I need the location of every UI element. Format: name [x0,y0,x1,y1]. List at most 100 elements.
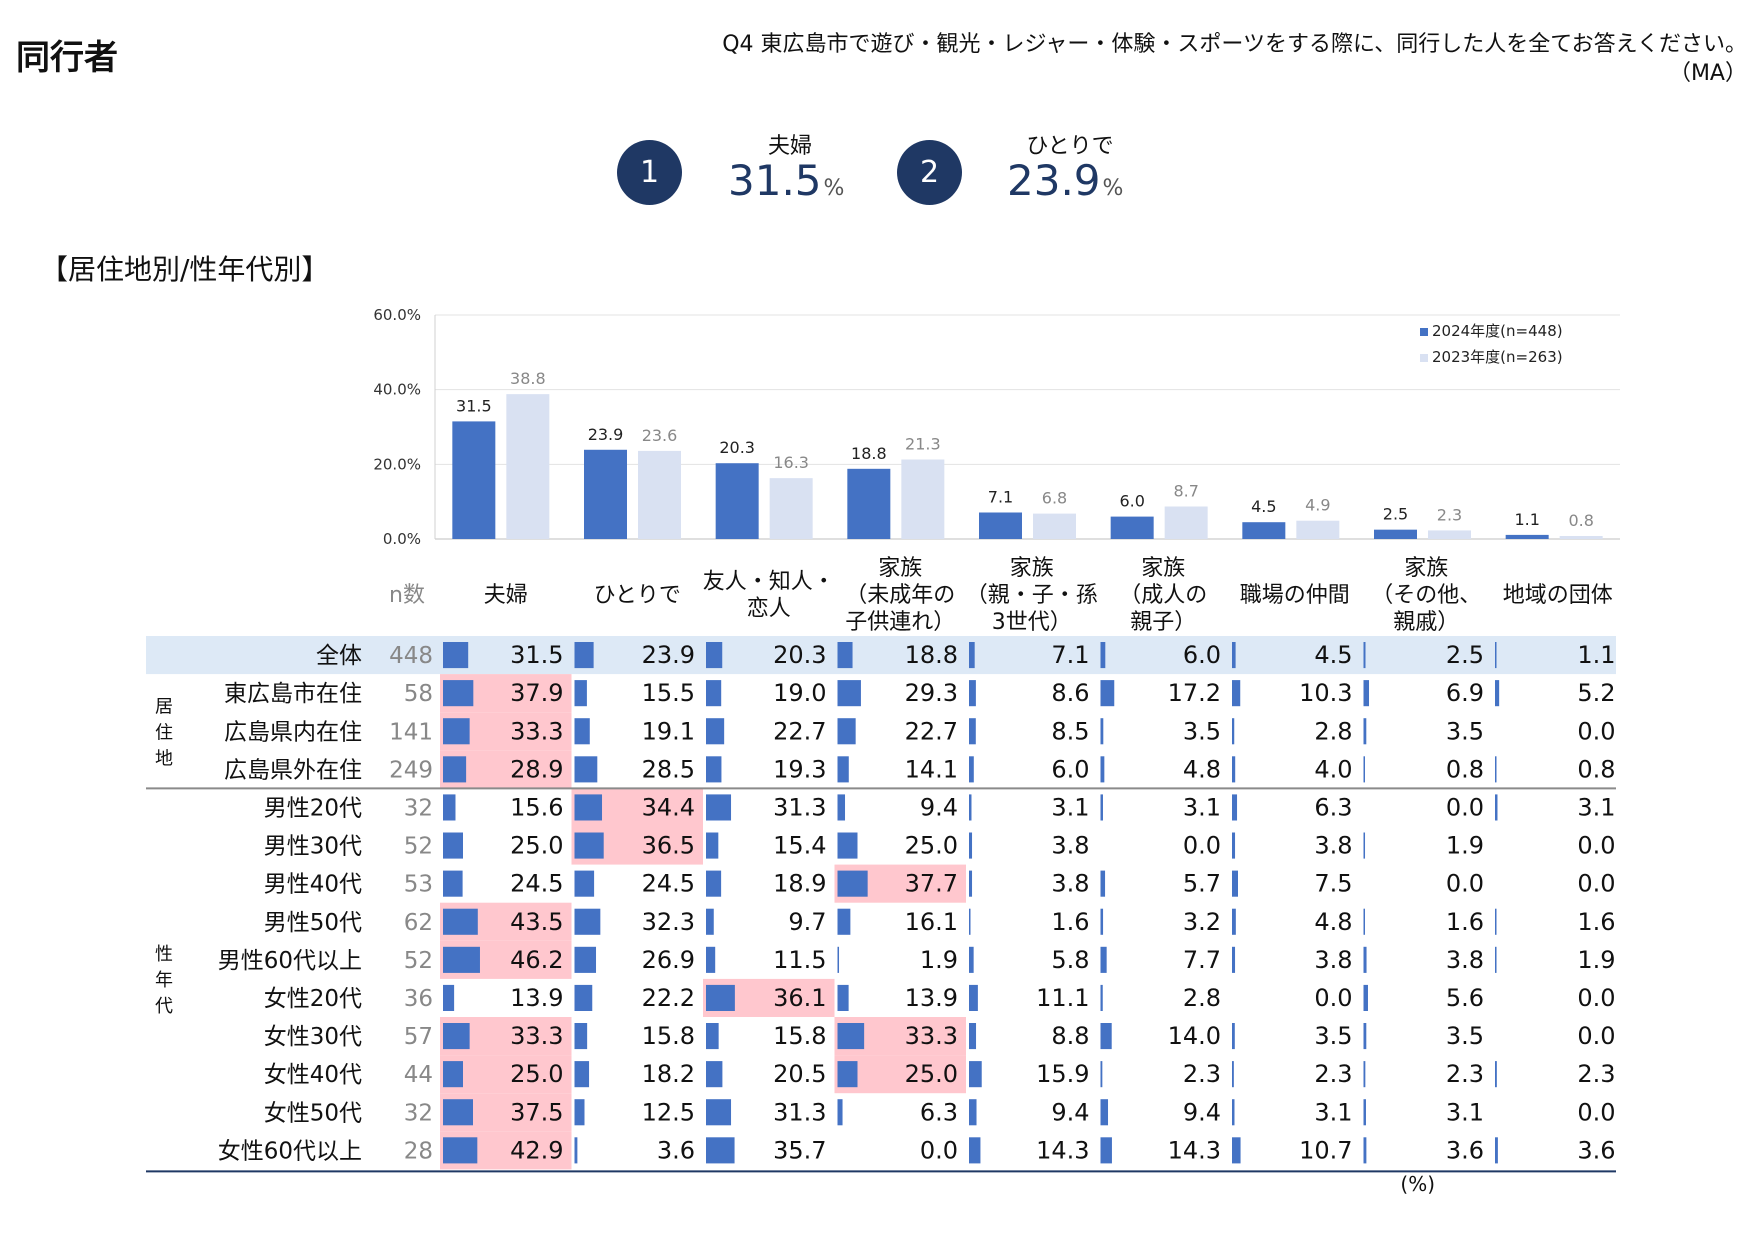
bar-2023 [901,459,945,539]
cell-value: 3.8 [1314,832,1352,860]
cell-bar [1495,680,1500,707]
row-n: 52 [404,834,433,860]
cell-value: 25.0 [510,832,563,860]
cell-bar [443,756,467,783]
row-label: 男性60代以上 [218,948,362,974]
bar-2024 [1242,522,1286,539]
row-n: 448 [389,643,433,669]
row-n: 32 [404,795,433,821]
cell-bar [1495,756,1497,783]
total-row-bg [146,636,1616,675]
bar-chart: 0.0% 20.0% 40.0% 60.0% 31.5 38.8 23.9 23.6 20.3 1… [373,306,1620,548]
cell-value: 2.3 [1314,1060,1352,1088]
cell-bar [706,1061,723,1088]
cell-value: 36.5 [642,832,695,860]
cell-value: 1.6 [1577,908,1615,936]
cell-value: 4.8 [1314,908,1352,936]
column-header-line: 子供連れ） [845,610,955,635]
bar-2024 [1374,529,1417,539]
bar-value-label: 2.5 [1383,505,1408,524]
cell-bar [1495,1061,1497,1088]
cell-value: 6.3 [1314,793,1352,821]
cell-value: 15.8 [773,1022,826,1050]
cell-bar [1232,642,1236,669]
cell-value: 2.5 [1446,641,1484,669]
cell-bar [1232,1023,1235,1050]
cell-bar [1495,946,1497,973]
bar-2023 [769,478,813,539]
cell-bar [574,1061,590,1088]
bar-value-label: 6.8 [1042,489,1067,508]
cell-value: 31.3 [773,1098,826,1126]
cell-bar [969,680,976,707]
cell-value: 3.6 [1446,1136,1484,1164]
cell-value: 14.0 [1168,1022,1221,1050]
cell-bar [837,1099,843,1126]
cell-bar [706,756,722,783]
cell-value: 7.5 [1314,870,1352,898]
cell-bar [837,946,840,973]
bar-2024 [1505,534,1549,539]
cell-value: 7.1 [1051,641,1089,669]
row-n: 53 [404,872,433,898]
cell-bar [706,642,723,669]
cell-value: 5.6 [1446,984,1484,1012]
cell-bar [969,1099,977,1126]
cell-value: 0.0 [1446,870,1484,898]
cell-bar [969,832,973,859]
cell-bar [574,870,595,897]
bar-value-label: 18.8 [851,444,887,463]
cell-bar [1232,908,1236,935]
cell-value: 14.3 [1036,1136,1089,1164]
cell-value: 34.4 [642,793,695,821]
column-header-line: 恋人 [747,597,791,622]
cell-bar [969,794,972,821]
column-header-line: 地域の団体 [1503,583,1613,608]
cell-bar [574,1099,585,1126]
cell-value: 33.3 [510,1022,563,1050]
cell-bar [443,794,456,821]
cell-bar [1363,1137,1367,1164]
column-header-line: 親戚） [1393,610,1459,635]
row-label: 男性20代 [264,795,362,821]
cell-value: 15.8 [642,1022,695,1050]
cell-value: 11.5 [773,946,826,974]
cell-value: 3.5 [1446,717,1484,745]
n-header: n数 [389,583,425,608]
cell-value: 24.5 [642,870,695,898]
cell-bar [1363,1099,1366,1126]
group-label-char: 地 [155,748,173,769]
cell-value: 43.5 [510,908,563,936]
column-header-line: 友人・知人・ [703,570,835,595]
cell-value: 8.5 [1051,717,1089,745]
cell-bar [706,794,732,821]
cell-bar [443,1099,473,1126]
y-tick-label: 0.0% [383,530,421,548]
cell-value: 3.5 [1183,717,1221,745]
cell-bar [1495,642,1497,669]
cell-value: 4.8 [1183,755,1221,783]
cell-bar [1100,1061,1103,1088]
cell-value: 3.6 [657,1136,695,1164]
cell-bar [1232,756,1236,783]
cell-value: 0.0 [1577,1022,1615,1050]
cell-bar [969,1137,981,1164]
question-line-1: Q4 東広島市で遊び・観光・レジャー・体験・スポーツをする際に、同行した人を全て… [722,32,1747,57]
cell-bar [969,1061,982,1088]
cell-value: 32.3 [642,908,695,936]
cell-value: 9.4 [920,793,958,821]
cell-value: 22.7 [905,717,958,745]
cell-bar [837,984,849,1011]
cell-value: 15.5 [642,679,695,707]
cell-value: 25.0 [905,832,958,860]
cell-value: 13.9 [510,984,563,1012]
cell-bar [574,1137,578,1164]
cell-value: 3.5 [1314,1022,1352,1050]
cell-value: 8.6 [1051,679,1089,707]
cell-bar [1363,642,1366,669]
bar-value-label: 7.1 [988,487,1013,506]
bar-value-label: 21.3 [905,434,941,453]
cell-value: 6.0 [1183,641,1221,669]
cell-bar [443,908,478,935]
bar-value-label: 0.8 [1568,511,1593,530]
